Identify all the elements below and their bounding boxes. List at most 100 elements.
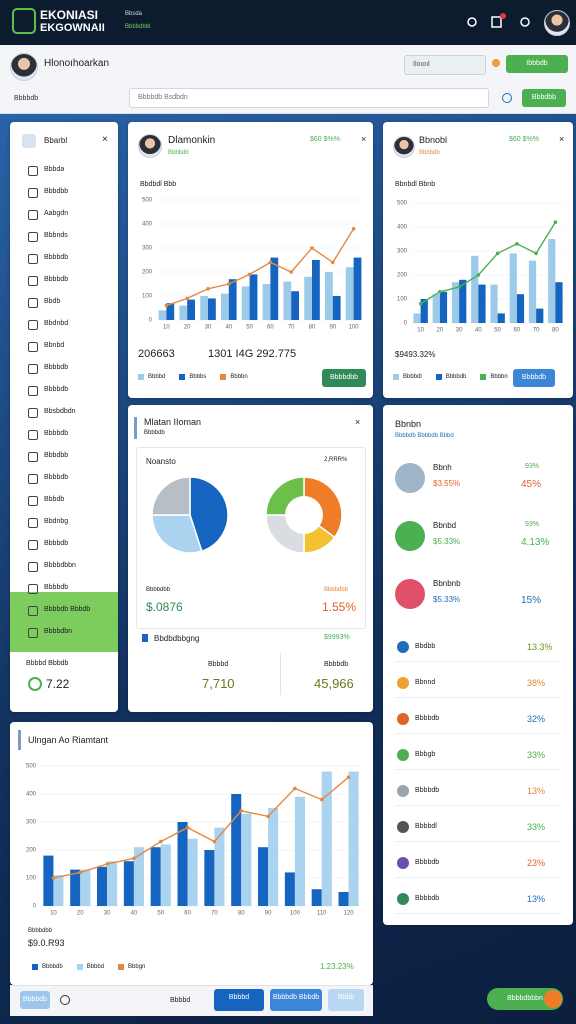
bar (80, 869, 91, 906)
list-sub: $5.33% (433, 537, 461, 546)
nav-item[interactable]: Bbbbdb (44, 364, 69, 371)
legend: Bbbbdb Bbbbd Bbbgn (32, 962, 159, 971)
col-value: 45,966 (314, 676, 354, 691)
legend-entry: Bbbgn (118, 964, 145, 971)
nav-item[interactable]: Bbbbdb (44, 254, 69, 261)
legend-entry: Bbbbdb (32, 964, 63, 971)
nav-item[interactable]: Bbbbdbn (44, 628, 73, 635)
nav-item[interactable]: Bbbdbb (44, 452, 69, 459)
point (132, 856, 136, 861)
list-label: Bbnbnb (433, 579, 461, 588)
list-icon (397, 749, 409, 761)
nav-item[interactable]: Bbdnbd (44, 320, 69, 327)
bottom-button[interactable]: Bbbbdb (20, 991, 50, 1009)
legend-entry: Bbbbdb (435, 374, 466, 381)
x-tick-label: 40 (225, 325, 232, 331)
nav-item[interactable]: Bbbdb (44, 496, 65, 503)
bar (528, 260, 537, 323)
header-icons[interactable] (462, 12, 532, 32)
y-tick-label: 400 (397, 225, 408, 231)
avatar[interactable] (544, 10, 570, 36)
filter-input[interactable]: Bbbbdb Bsdbdn (129, 88, 489, 108)
nav-item[interactable]: Bbnbd (44, 342, 65, 349)
x-tick-label: 30 (104, 911, 111, 917)
stat-label: Bbbbdbb (324, 587, 349, 593)
stat: $.0876 (146, 600, 183, 614)
y-tick-label: 0 (404, 321, 408, 327)
legend-entry: Bbbbs (179, 374, 206, 381)
list-value: 13% (527, 786, 546, 796)
card-title: Mlatan IIoman (144, 417, 202, 427)
card-button[interactable]: Bbbbdb (513, 369, 555, 387)
bar (107, 861, 118, 906)
nav-item[interactable]: Bbbbdb Bbbdb (44, 606, 91, 613)
bar (548, 239, 556, 323)
legend-swatch (480, 374, 487, 381)
bar (338, 892, 349, 906)
bar (459, 279, 467, 323)
nav-item[interactable]: Bbdnbg (44, 518, 69, 525)
y-tick-label: 300 (26, 820, 37, 826)
point (164, 303, 169, 308)
x-tick-label: 40 (131, 911, 138, 917)
close-icon[interactable]: × (102, 134, 108, 145)
divider (395, 697, 561, 698)
nav-icon (28, 540, 38, 550)
nav-item[interactable]: Bbbda (44, 166, 65, 173)
filter-button[interactable]: Bbbdbb (522, 89, 566, 107)
card-corner: $60 $%% (310, 136, 340, 143)
logo-text: EKGOWNAII (40, 22, 105, 34)
x-tick-label: 120 (344, 911, 355, 917)
nav-item[interactable]: Bbbbdb (44, 386, 69, 393)
action-pill[interactable]: Bbbbdbbbn (487, 988, 563, 1010)
nav-item[interactable]: Bbdb (44, 298, 61, 305)
bar (321, 771, 332, 906)
bottom-button[interactable]: Bbbbdb Bbbdb (270, 989, 322, 1011)
close-icon[interactable]: × (355, 417, 361, 427)
x-tick-label: 80 (309, 325, 316, 331)
nav-item[interactable]: Bbbdbb (44, 188, 69, 195)
bottom-text: Bbbbd (170, 997, 191, 1004)
card-button[interactable]: Bbbbdbb (322, 369, 366, 387)
toolbar-button[interactable]: Ibbbdb (506, 55, 568, 73)
bar (451, 282, 460, 323)
nav-item[interactable]: Aabgdn (44, 210, 69, 217)
nav-item[interactable]: Bbbbdb (44, 474, 69, 481)
avatar (138, 134, 162, 158)
list-value: 38% (527, 678, 546, 688)
bar (283, 281, 292, 320)
x-tick-label: 20 (184, 325, 191, 331)
menu-icon[interactable]: × (559, 134, 565, 144)
nav-item[interactable]: Bbbbdb (44, 430, 69, 437)
list-icon (397, 821, 409, 833)
line (420, 221, 556, 305)
y-tick-label: 100 (142, 294, 153, 300)
legend-entry: Bbbbd (138, 374, 165, 381)
x-tick-label: 80 (238, 911, 245, 917)
nav-item[interactable]: Bbbbdb (44, 540, 69, 547)
menu-icon[interactable]: × (361, 134, 367, 144)
search-box[interactable]: Iloıoıl (404, 55, 486, 75)
nav-item[interactable]: Bbbbdb (44, 276, 69, 283)
bottom-button[interactable]: Bbbbd (214, 989, 264, 1011)
nav-item[interactable]: Bbbnds (44, 232, 68, 239)
bar (312, 260, 320, 320)
bottom-button[interactable]: Bbbb (328, 989, 364, 1011)
x-tick-label: 10 (163, 325, 170, 331)
y-tick-label: 0 (33, 904, 37, 910)
point (553, 220, 558, 224)
bar (348, 771, 359, 906)
logo-text: EKONIASI (40, 8, 99, 22)
bar (123, 861, 134, 906)
legend-swatch (435, 374, 442, 381)
bar (268, 808, 279, 906)
icon (28, 677, 42, 691)
list-value: 13.3% (527, 642, 553, 652)
bar (432, 294, 440, 323)
x-tick-label: 10 (50, 911, 57, 917)
bar (221, 293, 229, 320)
nav-item[interactable]: Bbsbdbdn (44, 408, 76, 415)
nav-item[interactable]: Bbbbdb (44, 584, 69, 591)
nav-item[interactable]: Bbbbdbbn (44, 562, 76, 569)
card-sub: Bbbbdb (168, 150, 189, 156)
